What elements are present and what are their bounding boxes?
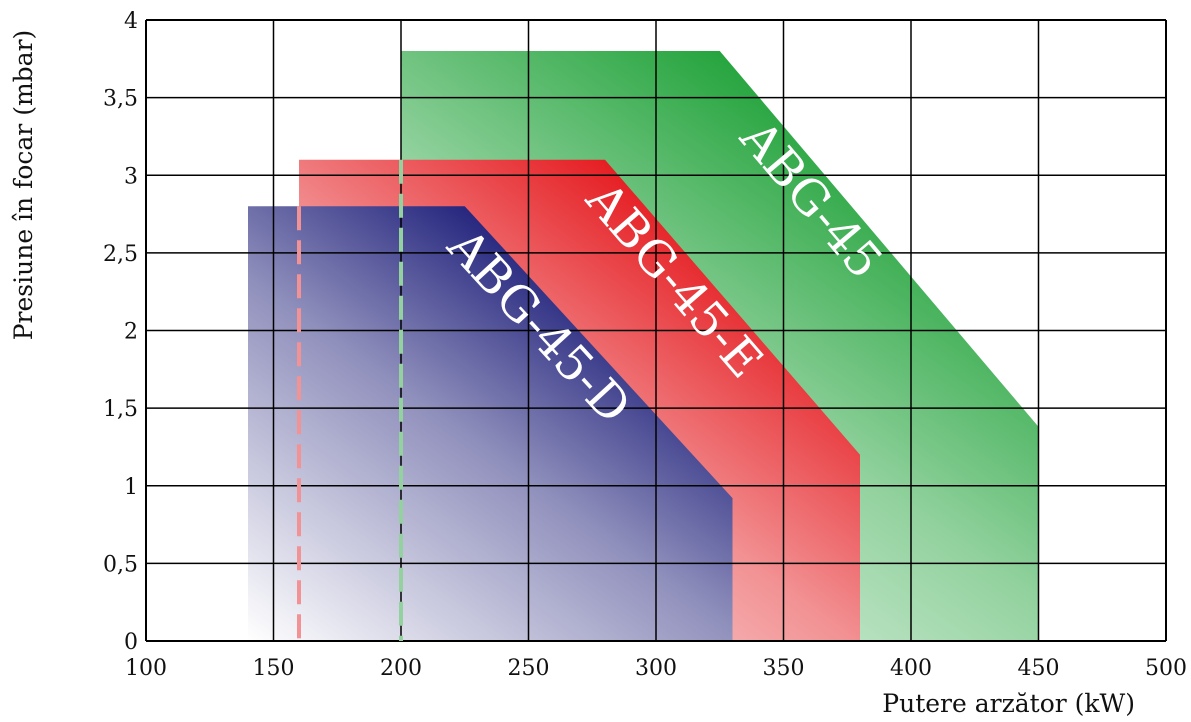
grid-layer — [145, 19, 1167, 642]
area-abg-45-d — [248, 206, 733, 642]
y-tick-label: 0 — [124, 630, 138, 655]
x-tick-label: 400 — [890, 656, 932, 681]
x-tick-label: 350 — [763, 656, 805, 681]
y-tick-label: 3,5 — [103, 87, 138, 112]
x-tick-label: 100 — [125, 656, 167, 681]
y-tick-label: 1 — [124, 475, 138, 500]
y-tick-label: 0,5 — [103, 552, 138, 577]
area-layer — [248, 51, 1039, 642]
x-tick-label: 450 — [1018, 656, 1060, 681]
y-axis-title: Presiune în focar (mbar) — [9, 30, 38, 341]
y-tick-label: 4 — [124, 9, 138, 34]
y-tick-label: 2,5 — [103, 242, 138, 267]
tick-layer: 100 150 200 250 300 350 400 450 500 0 0,5 1 1,5 2 2,5 3… — [103, 9, 1187, 681]
y-tick-label: 3 — [124, 164, 138, 189]
x-tick-label: 300 — [635, 656, 677, 681]
x-tick-label: 200 — [380, 656, 422, 681]
y-tick-label: 2 — [124, 320, 138, 345]
x-tick-label: 150 — [253, 656, 295, 681]
boundary-dash-layer — [297, 159, 403, 641]
x-tick-label: 250 — [508, 656, 550, 681]
x-tick-label: 500 — [1145, 656, 1187, 681]
x-axis-title: Putere arzător (kW) — [882, 689, 1135, 718]
y-tick-label: 1,5 — [103, 397, 138, 422]
